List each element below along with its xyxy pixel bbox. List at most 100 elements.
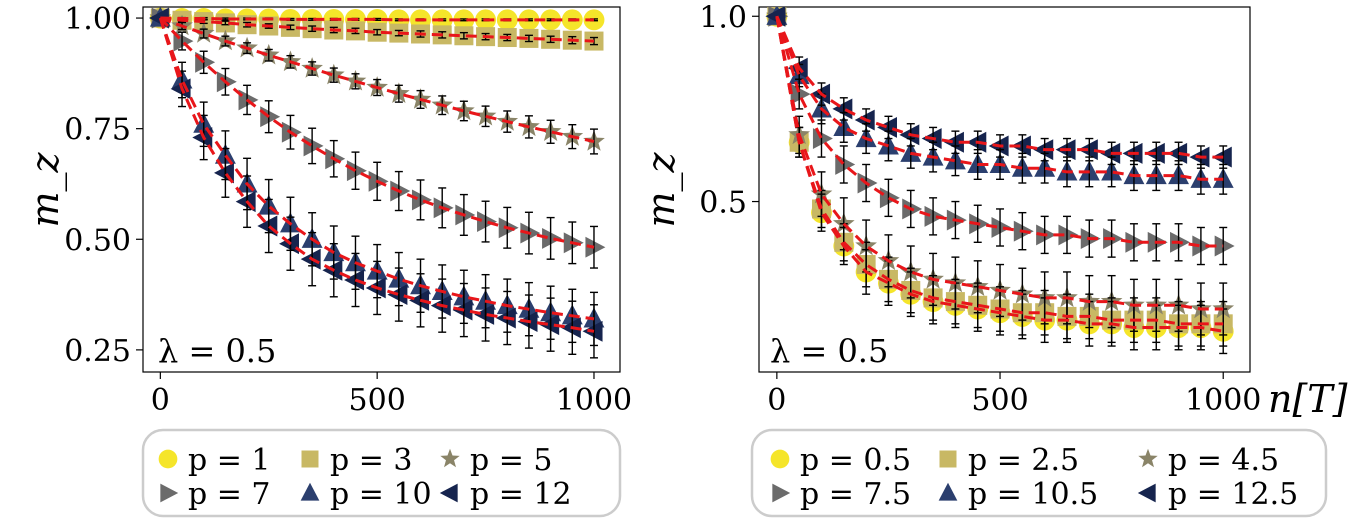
legend-item: p = 10	[300, 477, 432, 512]
fit-line-5	[158, 17, 595, 333]
x-tick-label: 0	[151, 383, 170, 418]
legend-label: p = 1	[188, 443, 271, 478]
data-point	[1100, 142, 1121, 164]
fit-line-2	[775, 15, 1224, 311]
left-plot-frame	[142, 6, 621, 373]
data-point	[346, 160, 367, 182]
left-legend-box	[141, 428, 622, 518]
legend-marker	[440, 448, 460, 468]
x-tick-label: 1000	[556, 383, 632, 418]
x-tick-label: 0	[767, 383, 786, 418]
data-point	[832, 98, 853, 120]
legend-item: p = 5	[440, 443, 553, 478]
legend-marker	[772, 483, 791, 503]
fit-line-4	[775, 15, 1224, 181]
right-y-axis-label: m_z	[639, 151, 684, 227]
legend-item: p = 7.5	[772, 477, 911, 512]
left-y-axis-label: m_z	[23, 151, 68, 227]
y-tick-label: 1.0	[699, 0, 747, 35]
data-point	[542, 227, 563, 249]
x-tick-label: 1000	[1185, 383, 1261, 418]
data-point	[1192, 235, 1213, 257]
legend-label: p = 12.5	[1168, 477, 1298, 512]
right-plot-content	[765, 7, 1235, 355]
y-tick-label: 0.25	[64, 334, 131, 369]
legend-label: p = 7	[188, 477, 271, 512]
data-point	[1214, 235, 1235, 257]
data-point	[411, 189, 432, 211]
legend-marker	[301, 450, 319, 468]
legend-marker	[770, 449, 790, 469]
legend-item: p = 1	[158, 443, 271, 478]
legend-label: p = 5	[470, 443, 553, 478]
legend-marker	[160, 483, 179, 503]
legend-label: p = 12	[470, 477, 572, 512]
legend-label: p = 10	[330, 477, 432, 512]
data-point	[1058, 224, 1079, 246]
legend-marker	[300, 482, 320, 501]
legend-label: p = 10.5	[968, 477, 1098, 512]
y-tick-label: 0.50	[64, 223, 131, 258]
data-point	[303, 135, 324, 157]
legend-label: p = 2.5	[968, 443, 1079, 478]
plot-area	[148, 7, 606, 359]
data-point	[1010, 135, 1031, 157]
data-point	[477, 211, 497, 233]
legend-item: p = 2.5	[939, 443, 1079, 478]
fit-line-5	[775, 15, 1224, 159]
data-point	[944, 131, 964, 153]
data-point	[790, 83, 811, 105]
x-tick-label: 500	[971, 383, 1028, 418]
legend-marker	[1138, 448, 1158, 468]
data-point	[1167, 142, 1188, 164]
plot-area	[765, 7, 1235, 355]
left-lambda-annotation: λ = 0.5	[158, 332, 276, 370]
legend-marker	[938, 482, 958, 501]
legend-label: p = 7.5	[800, 477, 911, 512]
data-point	[409, 289, 430, 311]
data-point	[585, 236, 606, 258]
fit-line-1	[160, 16, 595, 43]
y-tick-label: 0.5	[699, 186, 747, 221]
data-point	[991, 217, 1012, 238]
legend-label: p = 0.5	[800, 443, 911, 478]
left-plot-content	[148, 7, 606, 359]
fit-line-3	[775, 15, 1224, 248]
y-tick-label: 1.00	[64, 2, 131, 37]
legend-item: p = 0.5	[770, 443, 911, 478]
legend-item: p = 12.5	[1137, 477, 1298, 512]
errorbars-5	[795, 56, 1228, 169]
data-point	[344, 269, 365, 291]
fit-line-1	[775, 15, 1224, 326]
legend-item: p = 7	[160, 477, 271, 512]
legend-marker	[939, 450, 957, 468]
data-point	[257, 215, 278, 237]
x-tick-label: 500	[349, 383, 406, 418]
legend-item: p = 12	[439, 477, 572, 512]
y-tick-label: 0.75	[64, 113, 131, 148]
data-point	[474, 304, 495, 325]
data-point	[877, 116, 897, 138]
legend-item: p = 10.5	[938, 477, 1098, 512]
left-legend-entries: p = 1 p = 3 p = 5 p = 7 p = 10 p = 12	[158, 443, 572, 512]
data-point	[539, 314, 560, 336]
legend-item: p = 4.5	[1138, 443, 1279, 478]
right-x-axis-label: n[T]	[1268, 377, 1348, 421]
legend-label: p = 4.5	[1168, 443, 1279, 478]
legend-item: p = 3	[301, 443, 413, 478]
right-lambda-annotation: λ = 0.5	[770, 332, 888, 370]
legend-marker	[158, 449, 178, 469]
legend-marker	[439, 483, 458, 503]
right-plot-frame	[758, 6, 1251, 373]
data-point	[260, 106, 281, 128]
right-legend-entries: p = 0.5 p = 2.5 p = 4.5 p = 7.5 p = 10.5 p = …	[770, 443, 1298, 512]
legend-label: p = 3	[330, 443, 413, 478]
legend-marker	[1137, 483, 1156, 503]
fit-line-0	[775, 15, 1224, 333]
series-5	[765, 7, 1232, 168]
errorbars-3	[795, 78, 1228, 266]
right-axis-ticks: 0 500 1000 0.5 1.0	[699, 0, 1261, 418]
data-point	[812, 128, 833, 149]
